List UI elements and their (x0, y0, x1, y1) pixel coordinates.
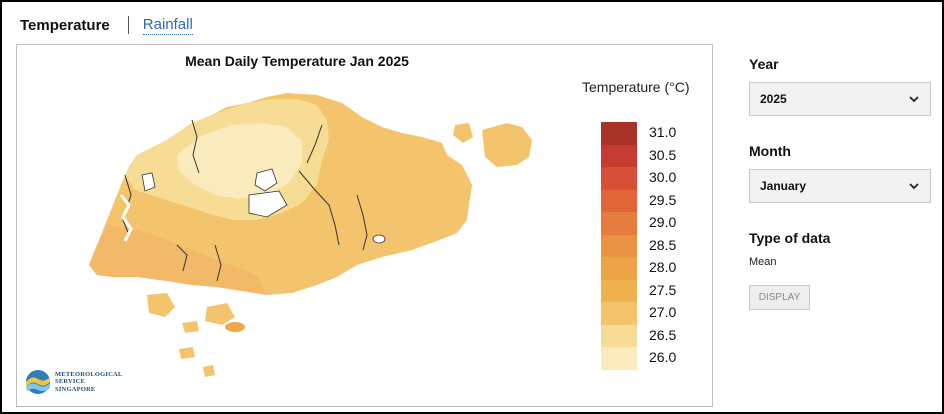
reservoir (254, 168, 278, 192)
northeast-island (482, 123, 532, 167)
legend-swatch (601, 122, 637, 145)
tab-bar: Temperature Rainfall (20, 14, 193, 36)
tab-rainfall[interactable]: Rainfall (142, 15, 193, 35)
river (306, 124, 323, 164)
month-label: Month (749, 143, 791, 159)
type-of-data-value: Mean (749, 256, 777, 268)
legend-row: 30.0 (601, 167, 701, 190)
sentosa-island (225, 322, 245, 332)
legend-row: 28.0 (601, 257, 701, 280)
legend-label: 30.0 (649, 169, 677, 185)
legend-swatch (601, 257, 637, 280)
river (298, 170, 340, 246)
tab-divider (127, 16, 129, 34)
reservoir (372, 234, 386, 244)
legend-row: 31.0 (601, 122, 701, 145)
legend-row: 26.0 (601, 347, 701, 370)
legend-row: 27.5 (601, 279, 701, 302)
river (191, 119, 200, 174)
chevron-down-icon (909, 96, 919, 103)
chevron-down-icon (909, 183, 919, 190)
river (356, 194, 368, 251)
temperature-legend: 31.0 30.5 30.0 29.5 29.0 28.5 28.0 27.5 27.0 26.5… (601, 122, 701, 370)
river (176, 244, 188, 272)
legend-swatch (601, 279, 637, 302)
legend-swatch (601, 189, 637, 212)
legend-row: 29.5 (601, 189, 701, 212)
legend-label: 29.0 (649, 214, 677, 230)
reservoir (248, 190, 288, 218)
legend-swatch (601, 234, 637, 257)
coast-channel (119, 194, 133, 242)
southern-island-5 (203, 365, 215, 377)
legend-label: 26.5 (649, 326, 677, 343)
month-select[interactable]: January (749, 169, 931, 203)
legend-label: 28.0 (649, 259, 677, 275)
legend-row: 28.5 (601, 234, 701, 257)
legend-swatch (601, 144, 637, 167)
year-select-value: 2025 (760, 92, 787, 106)
tab-temperature[interactable]: Temperature (20, 16, 110, 34)
reservoir (141, 172, 156, 192)
mss-logo-icon (26, 370, 50, 394)
southern-island-1 (147, 293, 175, 317)
legend-label: 27.5 (649, 281, 677, 298)
legend-label: 30.5 (649, 146, 677, 163)
legend-swatch (601, 212, 637, 235)
mss-logo: METEOROLOGICAL SERVICE SINGAPORE (25, 369, 122, 395)
legend-label: 27.0 (649, 304, 677, 320)
legend-label: 28.5 (649, 236, 677, 253)
small-island-ne (453, 123, 473, 143)
legend-swatch (601, 302, 637, 325)
legend-row: 27.0 (601, 302, 701, 325)
singapore-temperature-map (89, 93, 532, 377)
legend-swatch (601, 347, 637, 370)
legend-label: 29.5 (649, 191, 677, 208)
southwest-zone (89, 225, 267, 295)
year-label: Year (749, 56, 779, 72)
legend-swatch (601, 167, 637, 190)
southern-island-4 (179, 347, 195, 359)
legend-swatch (601, 324, 637, 347)
year-select[interactable]: 2025 (749, 82, 931, 116)
legend-row: 30.5 (601, 144, 701, 167)
legend-label: 26.0 (649, 349, 677, 365)
legend-row: 26.5 (601, 324, 701, 347)
map-title: Mean Daily Temperature Jan 2025 (185, 53, 409, 69)
southern-island-2 (205, 303, 235, 325)
type-of-data-label: Type of data (749, 230, 831, 246)
legend-row: 29.0 (601, 212, 701, 235)
legend-title: Temperature (°C) (582, 79, 690, 95)
legend-label: 31.0 (649, 124, 677, 140)
temperature-map-panel: Mean Daily Temperature Jan 2025 (16, 44, 713, 407)
southern-island-3 (182, 321, 199, 333)
display-button[interactable]: DISPLAY (749, 285, 810, 310)
river (214, 244, 222, 282)
month-select-value: January (760, 179, 807, 193)
mss-logo-text: METEOROLOGICAL SERVICE SINGAPORE (55, 370, 123, 393)
